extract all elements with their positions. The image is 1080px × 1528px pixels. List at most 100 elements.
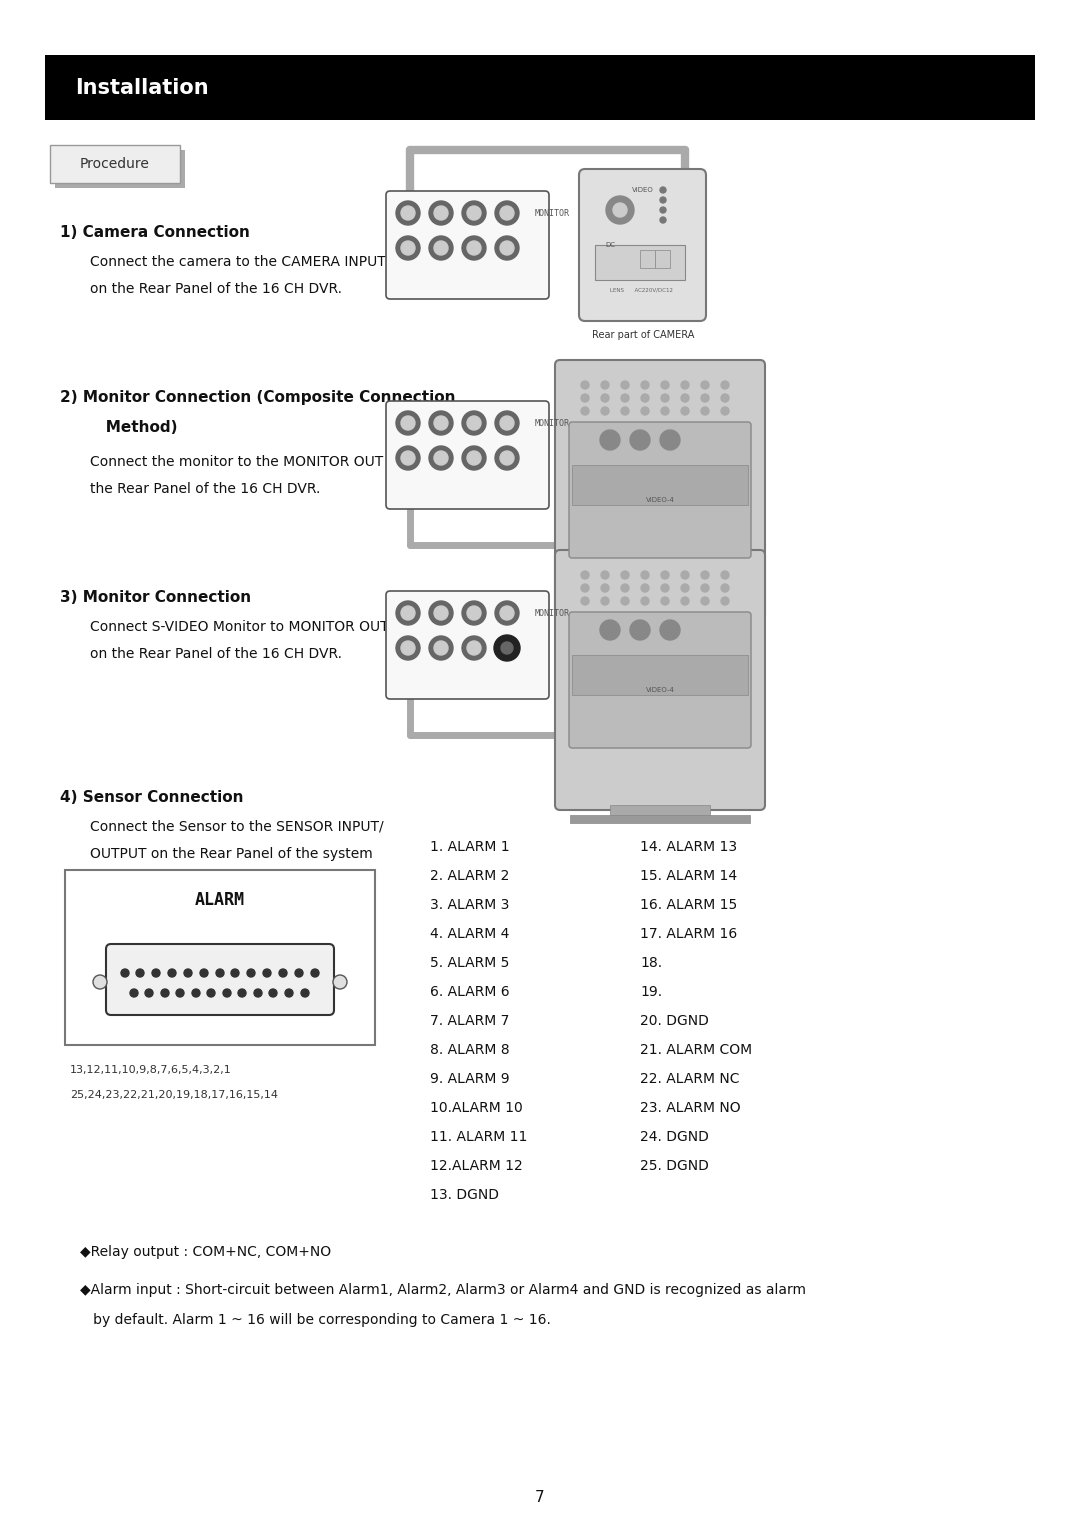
Text: 4. ALARM 4: 4. ALARM 4 — [430, 927, 510, 941]
Bar — [572, 656, 748, 695]
Circle shape — [581, 597, 589, 605]
Circle shape — [701, 571, 708, 579]
Circle shape — [434, 642, 448, 656]
Text: Connect the camera to the CAMERA INPUT: Connect the camera to the CAMERA INPUT — [90, 255, 386, 269]
Circle shape — [500, 607, 514, 620]
FancyBboxPatch shape — [386, 191, 549, 299]
Circle shape — [642, 380, 649, 390]
Circle shape — [581, 380, 589, 390]
Circle shape — [462, 235, 486, 260]
Circle shape — [222, 989, 231, 996]
Circle shape — [467, 607, 481, 620]
Circle shape — [681, 571, 689, 579]
Bar — [610, 805, 710, 814]
Circle shape — [200, 969, 208, 976]
Text: 8. ALARM 8: 8. ALARM 8 — [430, 1044, 510, 1057]
Circle shape — [467, 241, 481, 255]
Text: 23. ALARM NO: 23. ALARM NO — [640, 1102, 741, 1115]
Circle shape — [254, 989, 262, 996]
Text: Connect the Sensor to the SENSOR INPUT/: Connect the Sensor to the SENSOR INPUT/ — [90, 821, 383, 834]
Circle shape — [681, 380, 689, 390]
Circle shape — [176, 989, 184, 996]
Circle shape — [600, 380, 609, 390]
Circle shape — [621, 571, 629, 579]
Circle shape — [401, 451, 415, 465]
FancyBboxPatch shape — [569, 613, 751, 749]
Text: MONITOR: MONITOR — [535, 208, 570, 217]
FancyBboxPatch shape — [555, 361, 765, 620]
Text: Connect the monitor to the MONITOR OUT on: Connect the monitor to the MONITOR OUT o… — [90, 455, 405, 469]
Circle shape — [396, 601, 420, 625]
Circle shape — [500, 241, 514, 255]
Circle shape — [701, 584, 708, 591]
Circle shape — [396, 411, 420, 435]
Text: 16. ALARM 15: 16. ALARM 15 — [640, 898, 738, 912]
Circle shape — [462, 446, 486, 471]
Text: LENS      AC220V/DC12: LENS AC220V/DC12 — [610, 287, 674, 292]
Text: on the Rear Panel of the 16 CH DVR.: on the Rear Panel of the 16 CH DVR. — [90, 283, 342, 296]
Circle shape — [434, 451, 448, 465]
Circle shape — [660, 206, 666, 212]
Circle shape — [621, 597, 629, 605]
Circle shape — [606, 196, 634, 225]
Text: 19.: 19. — [640, 986, 662, 999]
Circle shape — [495, 636, 519, 660]
Text: VIDEO: VIDEO — [632, 186, 653, 193]
Text: Connect S-VIDEO Monitor to MONITOR OUT: Connect S-VIDEO Monitor to MONITOR OUT — [90, 620, 389, 634]
Text: DC: DC — [605, 241, 615, 248]
Circle shape — [434, 607, 448, 620]
Circle shape — [600, 571, 609, 579]
Text: the Rear Panel of the 16 CH DVR.: the Rear Panel of the 16 CH DVR. — [90, 481, 321, 497]
Text: 11. ALARM 11: 11. ALARM 11 — [430, 1131, 527, 1144]
Circle shape — [396, 202, 420, 225]
Circle shape — [396, 235, 420, 260]
Text: 2) Monitor Connection (Composite Connection: 2) Monitor Connection (Composite Connect… — [60, 390, 456, 405]
Circle shape — [429, 202, 453, 225]
Bar — [50, 145, 180, 183]
Circle shape — [660, 217, 666, 223]
Circle shape — [681, 584, 689, 591]
Circle shape — [462, 601, 486, 625]
Bar — [65, 869, 375, 1045]
Circle shape — [136, 969, 144, 976]
Text: 24. DGND: 24. DGND — [640, 1131, 708, 1144]
Text: Procedure: Procedure — [80, 157, 150, 171]
Text: 1) Camera Connection: 1) Camera Connection — [60, 225, 249, 240]
Circle shape — [467, 206, 481, 220]
Circle shape — [462, 202, 486, 225]
Circle shape — [621, 406, 629, 416]
Bar — [570, 625, 750, 633]
Circle shape — [231, 969, 239, 976]
Text: 2. ALARM 2: 2. ALARM 2 — [430, 869, 510, 883]
Circle shape — [434, 206, 448, 220]
Circle shape — [434, 416, 448, 429]
Text: 1. ALARM 1: 1. ALARM 1 — [430, 840, 510, 854]
Bar — [640, 251, 654, 267]
Text: Rear part of CAMERA: Rear part of CAMERA — [592, 330, 694, 341]
Circle shape — [600, 394, 609, 402]
Circle shape — [152, 969, 160, 976]
Circle shape — [581, 584, 589, 591]
Circle shape — [247, 969, 255, 976]
Text: MONITOR: MONITOR — [535, 419, 570, 428]
Circle shape — [642, 597, 649, 605]
Circle shape — [184, 969, 192, 976]
Text: 10.ALARM 10: 10.ALARM 10 — [430, 1102, 523, 1115]
Bar — [595, 244, 685, 280]
FancyBboxPatch shape — [555, 550, 765, 810]
FancyBboxPatch shape — [106, 944, 334, 1015]
Circle shape — [661, 394, 669, 402]
FancyBboxPatch shape — [386, 400, 549, 509]
Circle shape — [721, 571, 729, 579]
Circle shape — [721, 394, 729, 402]
Circle shape — [660, 186, 666, 193]
FancyBboxPatch shape — [386, 591, 549, 698]
Circle shape — [500, 451, 514, 465]
Circle shape — [429, 601, 453, 625]
Circle shape — [701, 394, 708, 402]
Circle shape — [681, 394, 689, 402]
Circle shape — [429, 446, 453, 471]
Text: 21. ALARM COM: 21. ALARM COM — [640, 1044, 752, 1057]
Circle shape — [401, 241, 415, 255]
Bar — [610, 614, 710, 625]
